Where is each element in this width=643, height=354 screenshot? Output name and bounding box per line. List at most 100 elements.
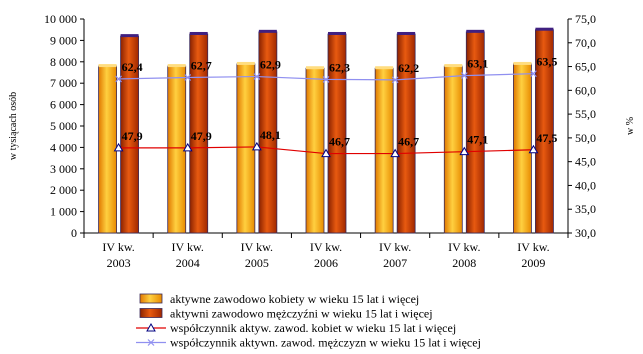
legend-marker <box>146 322 156 332</box>
data-label-female-rate: 46,7 <box>329 135 350 149</box>
category-label: IV kw. <box>310 240 342 254</box>
left-tick-label: 7 000 <box>50 76 77 90</box>
data-label-male-rate: 62,7 <box>191 58 212 72</box>
point-female-rate <box>528 144 539 154</box>
legend-swatch-bar <box>139 293 163 304</box>
category-label: 2003 <box>107 256 131 270</box>
left-tick-label: 3 000 <box>50 162 77 176</box>
bar-female <box>513 63 532 234</box>
right-tick-label: 75,0 <box>575 12 596 26</box>
data-label-female-rate: 47,9 <box>191 129 212 143</box>
point-male-rate <box>530 70 537 78</box>
right-axis-title: w % <box>625 117 636 135</box>
left-tick-label: 1 000 <box>50 205 77 219</box>
right-tick-label: 70,0 <box>575 36 596 50</box>
point-female-rate <box>390 148 401 158</box>
bar-top-cap <box>513 61 532 65</box>
category-label: 2005 <box>245 256 269 270</box>
right-tick-label: 45,0 <box>575 155 596 169</box>
category-label: 2004 <box>176 256 200 270</box>
bar-top-cap <box>167 64 186 68</box>
bar-top-cap <box>535 27 554 31</box>
right-tick-label: 50,0 <box>575 131 596 145</box>
left-tick-label: 10 000 <box>44 12 77 26</box>
bar-female <box>236 63 256 234</box>
point-male-rate <box>460 72 468 80</box>
legend-label: aktywni zawodowo mężczyźni w wieku 15 la… <box>170 307 433 321</box>
point-male-rate <box>253 73 261 80</box>
data-label-female-rate: 47,9 <box>122 129 143 143</box>
data-label-male-rate: 62,9 <box>260 58 281 72</box>
bar-top-cap <box>98 64 117 68</box>
data-label-female-rate: 48,1 <box>260 128 281 142</box>
category-label: IV kw. <box>172 240 204 254</box>
point-female-rate <box>251 141 262 151</box>
point-female-rate <box>182 142 193 152</box>
right-tick-label: 55,0 <box>575 107 596 121</box>
left-tick-label: 4 000 <box>50 140 77 154</box>
bar-top-cap <box>258 29 277 33</box>
point-female-rate <box>459 146 470 156</box>
legend-label: aktywne zawodowo kobiety w wieku 15 lat … <box>170 292 419 306</box>
left-tick-label: 6 000 <box>50 98 77 112</box>
category-label: 2006 <box>314 256 338 270</box>
bars <box>98 27 554 234</box>
lines <box>113 70 539 158</box>
bar-top-cap <box>397 31 416 35</box>
axes: 0 1 000 2 000 3 000 4 000 5 000 6 000 7 000 8 00… <box>8 12 636 270</box>
bar-top-cap <box>306 66 324 70</box>
data-labels: 47,9 47,9 48,1 46,7 46,7 47,1 47,5 62,4 62,7 62,9… <box>122 55 558 149</box>
category-label: 2007 <box>383 256 407 270</box>
left-tick-label: 8 000 <box>50 55 77 69</box>
category-label: 2008 <box>452 256 476 270</box>
bar-female <box>98 65 117 234</box>
legend-label: współczynnik aktywn. zawod. mężczyzn w w… <box>170 336 481 350</box>
bar-female <box>443 65 463 234</box>
category-label: IV kw. <box>102 240 134 254</box>
point-male-rate <box>322 75 330 83</box>
point-male-rate <box>184 74 192 81</box>
right-tick-label: 35,0 <box>575 202 596 216</box>
point-male-rate <box>115 75 122 83</box>
bar-female <box>374 67 394 234</box>
data-label-male-rate: 63,1 <box>467 57 488 71</box>
left-tick-label: 9 000 <box>50 33 77 47</box>
bar-top-cap <box>375 66 394 70</box>
legend-swatch-bar <box>139 308 163 318</box>
legend-label: współczynnik aktyw. zawod. kobiet w wiek… <box>170 321 456 335</box>
right-tick-label: 65,0 <box>575 60 596 74</box>
right-tick-label: 60,0 <box>575 83 596 97</box>
data-label-male-rate: 62,2 <box>398 61 419 75</box>
data-label-female-rate: 46,7 <box>398 135 419 149</box>
bar-female <box>305 67 325 234</box>
left-axis-title: w tysiącach osób <box>8 92 19 160</box>
category-label: IV kw. <box>241 240 273 254</box>
point-female-rate <box>321 148 331 158</box>
data-label-male-rate: 63,5 <box>536 55 557 69</box>
left-tick-label: 2 000 <box>50 183 77 197</box>
bar-top-cap <box>444 64 463 68</box>
bar-top-cap <box>466 29 485 33</box>
data-label-female-rate: 47,1 <box>467 133 488 147</box>
legend: aktywne zawodowo kobiety w wieku 15 lat … <box>136 292 481 350</box>
left-tick-label: 5 000 <box>50 119 77 133</box>
right-tick-label: 40,0 <box>575 178 596 192</box>
left-tick-label: 0 <box>71 226 77 240</box>
category-label: IV kw. <box>517 240 549 254</box>
bar-female <box>167 65 187 234</box>
legend-marker <box>147 339 155 346</box>
bar-top-cap <box>189 31 208 35</box>
category-label: IV kw. <box>379 240 411 254</box>
category-label: IV kw. <box>448 240 480 254</box>
bar-top-cap <box>328 31 346 35</box>
data-label-male-rate: 62,4 <box>122 60 143 74</box>
bar-top-cap <box>120 34 139 38</box>
right-tick-label: 30,0 <box>575 226 596 240</box>
data-label-female-rate: 47,5 <box>536 131 557 145</box>
category-label: 2009 <box>521 256 545 270</box>
point-male-rate <box>391 76 399 84</box>
bar-top-cap <box>236 61 255 65</box>
point-female-rate <box>113 142 124 152</box>
data-label-male-rate: 62,3 <box>329 60 350 74</box>
